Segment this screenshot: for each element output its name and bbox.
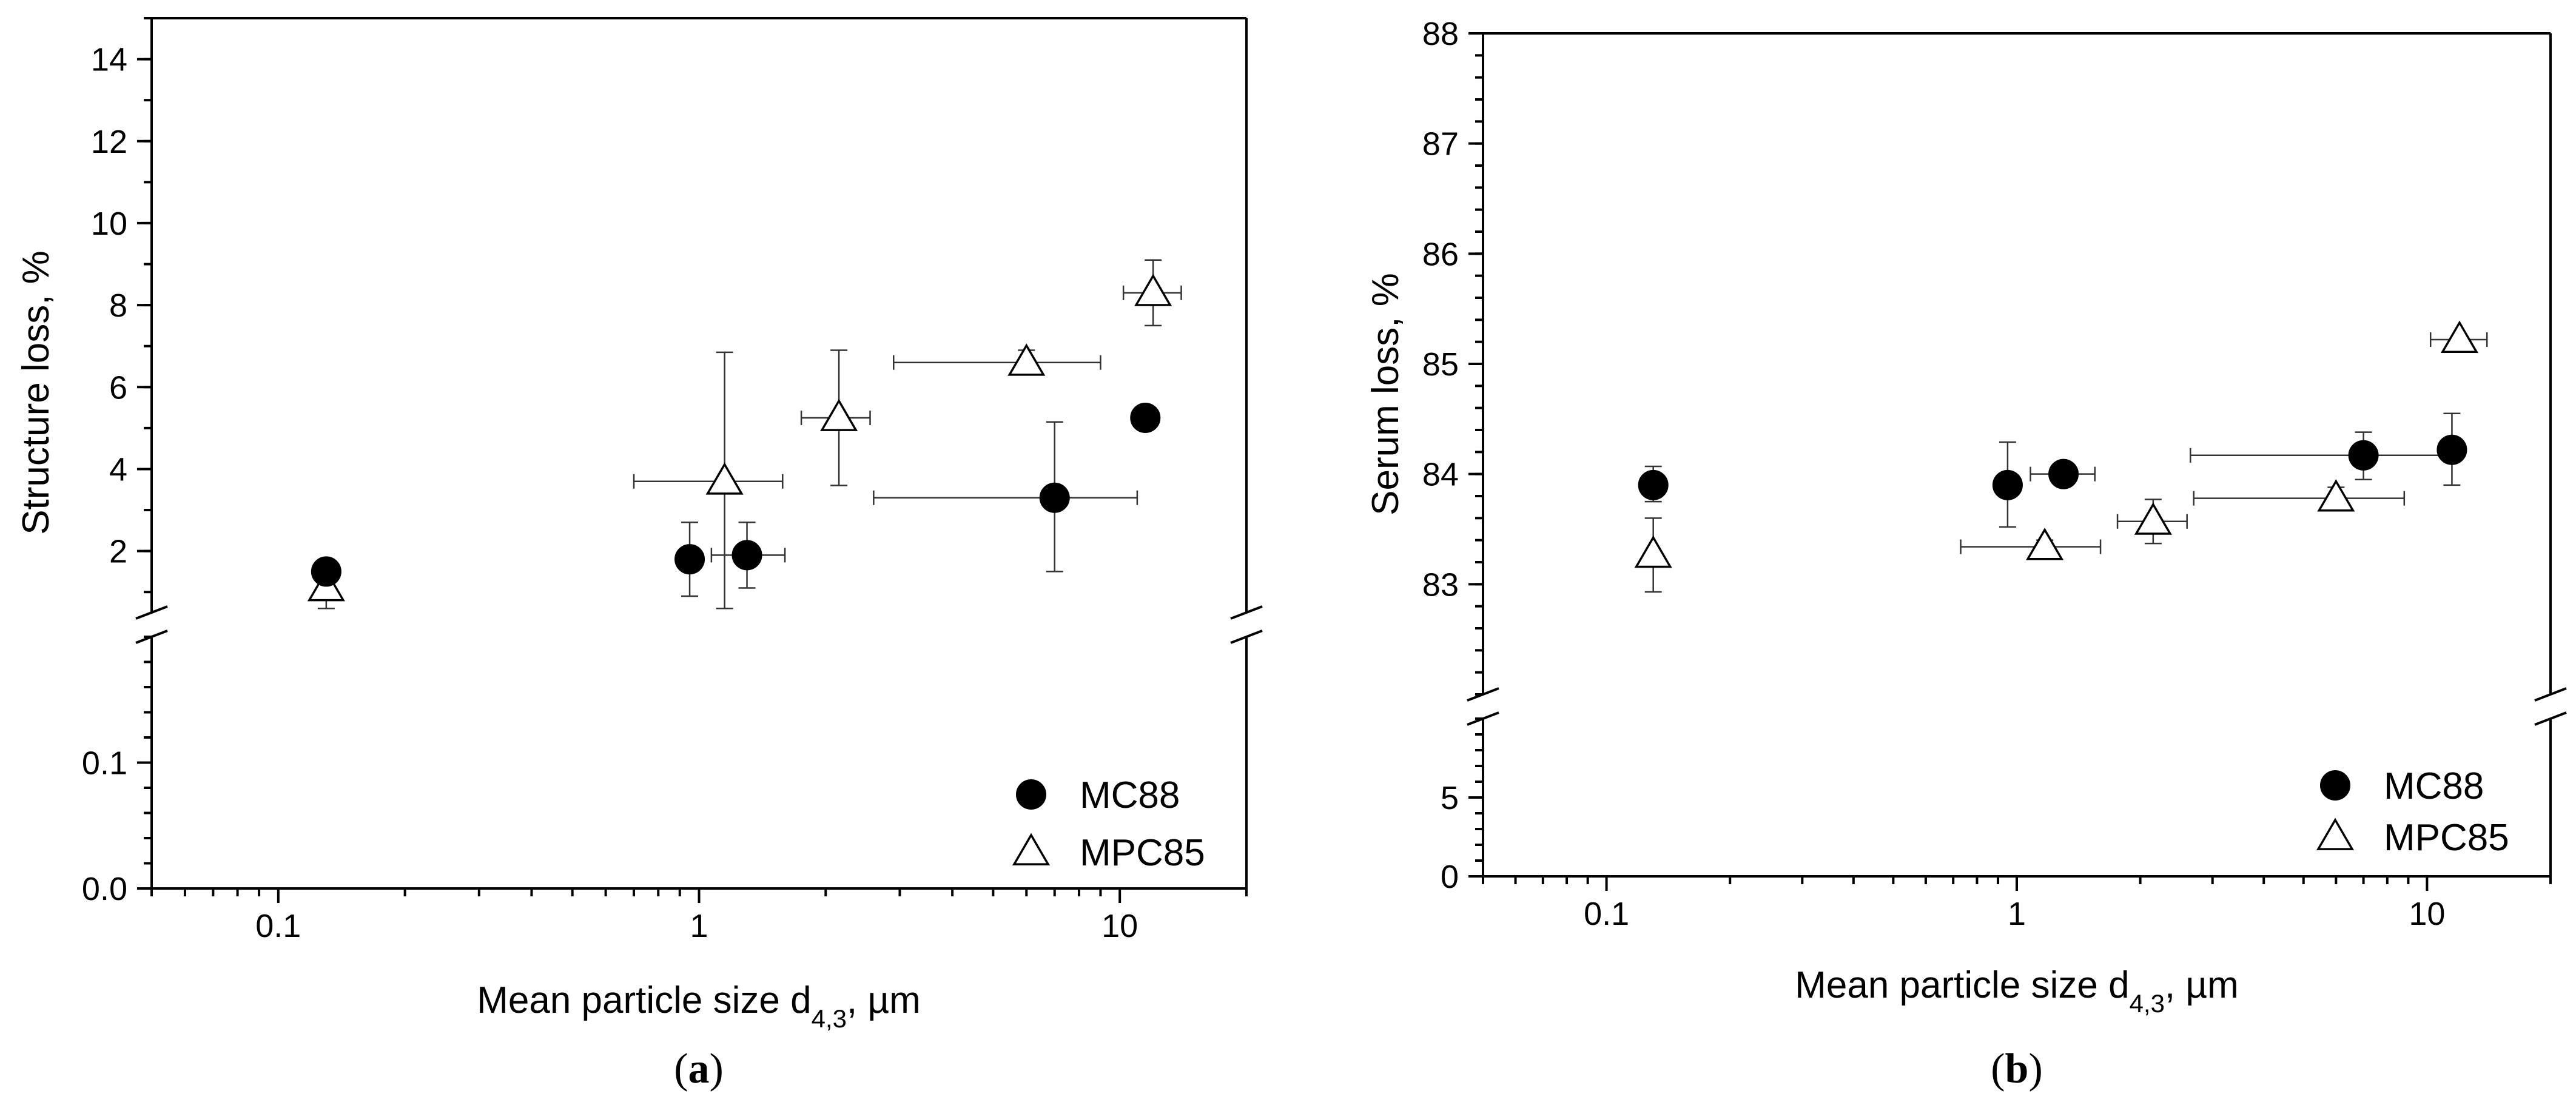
- error-bar: [2190, 431, 2445, 480]
- axis-break-mark: [2534, 687, 2567, 702]
- data-point-mc88: [2348, 440, 2379, 471]
- x-tick-label: 10: [1101, 908, 1138, 944]
- panel-label: (b): [1991, 1046, 2043, 1092]
- axis-break-mark: [2534, 711, 2567, 726]
- panel-a: 0.1 1 10 2 4 6 8 10 12 14 0.0 0.1 Mean particle size…: [15, 17, 1263, 1092]
- legend: MC88 MPC85: [2316, 765, 2509, 859]
- y-tick-label: 4: [109, 451, 127, 488]
- y-tick-label: 2: [109, 534, 127, 570]
- data-point-mc88: [2048, 458, 2079, 489]
- y-tick-label: 84: [1422, 457, 1459, 493]
- x-tick-label: 0.1: [1584, 896, 1629, 932]
- series-mc88: [1638, 412, 2467, 528]
- legend-label-mc88: MC88: [1080, 774, 1180, 816]
- data-point-mpc85: [1634, 535, 1672, 568]
- error-bar: [893, 349, 1101, 376]
- x-axis-title-prefix: Mean particle size d: [1795, 964, 2129, 1006]
- panel-label-open: (: [1991, 1046, 2005, 1092]
- y-axis-title: Serum loss, %: [1365, 273, 1407, 515]
- y-tick-label: 0.1: [82, 745, 127, 782]
- error-bar: [873, 421, 1138, 572]
- axis-break-mark: [1230, 605, 1263, 620]
- y-tick-label: 5: [1441, 780, 1459, 816]
- data-point-mc88: [731, 540, 762, 571]
- data-point-mc88: [2436, 434, 2467, 465]
- data-point-mc88: [674, 544, 705, 575]
- x-tick-label: 10: [2409, 896, 2445, 932]
- x-tick-label: 1: [2008, 896, 2026, 932]
- series-mpc85: [307, 259, 1182, 609]
- data-point-mpc85: [820, 398, 858, 431]
- data-point-mpc85: [705, 462, 744, 495]
- y-tick-label: 0: [1441, 859, 1459, 895]
- panel-b: 0.1 1 10 83 84 85 86 87 88 0 5 Mean particle size d…: [1365, 16, 2567, 1092]
- data-point-mpc85: [2440, 320, 2478, 353]
- error-bar: [633, 351, 784, 609]
- legend-label-mc88: MC88: [2384, 765, 2484, 807]
- panel-label-close: ): [710, 1046, 724, 1092]
- error-bar: [2193, 486, 2406, 511]
- legend-marker-mc88: [2320, 770, 2350, 801]
- legend-label-mpc85: MPC85: [1080, 832, 1205, 874]
- legend-marker-mpc85: [2316, 818, 2355, 850]
- series-mc88: [311, 402, 1161, 597]
- panel-label-open: (: [674, 1046, 688, 1092]
- x-axis-title-suffix: , µm: [2165, 964, 2239, 1006]
- data-point-mc88: [1130, 402, 1161, 433]
- axis-break-mark: [1230, 630, 1263, 644]
- legend: MC88 MPC85: [1012, 774, 1205, 874]
- data-point-mc88: [1039, 482, 1070, 513]
- data-point-mpc85: [1007, 343, 1046, 376]
- data-point-mc88: [311, 556, 341, 587]
- data-point-mc88: [1992, 469, 2023, 500]
- y-tick-label: 87: [1422, 126, 1459, 163]
- y-tick-label: 8: [109, 287, 127, 324]
- series-mpc85: [1634, 320, 2488, 593]
- x-axis-title-subscript: 4,3: [2130, 989, 2165, 1018]
- x-axis-title-suffix: , µm: [847, 979, 921, 1021]
- x-tick-label: 1: [690, 908, 708, 944]
- error-bar: [1960, 539, 2102, 554]
- x-axis-title-subscript: 4,3: [812, 1004, 847, 1033]
- data-point-mpc85: [2134, 502, 2172, 535]
- y-tick-label: 85: [1422, 346, 1459, 383]
- legend-marker-mc88: [1016, 779, 1046, 810]
- panel-label-letter: b: [2005, 1046, 2029, 1092]
- y-tick-label: 6: [109, 369, 127, 406]
- axes: [1467, 32, 2567, 891]
- y-tick-label: 88: [1422, 16, 1459, 52]
- panel-label-letter: a: [688, 1046, 710, 1092]
- data-point-mc88: [1638, 469, 1669, 500]
- legend-marker-mpc85: [1012, 833, 1051, 865]
- panel-label: (a): [674, 1046, 724, 1092]
- data-point-mpc85: [2026, 528, 2064, 560]
- y-tick-label: 86: [1422, 236, 1459, 272]
- y-tick-label: 0.0: [82, 871, 127, 907]
- y-tick-label: 83: [1422, 566, 1459, 603]
- x-axis-title: Mean particle size d4,3, µm: [477, 979, 921, 1033]
- y-tick-label: 10: [91, 206, 127, 242]
- x-tick-label: 0.1: [255, 908, 301, 944]
- data-point-mpc85: [2317, 479, 2355, 512]
- x-axis-title-prefix: Mean particle size d: [477, 979, 811, 1021]
- data-point-mpc85: [1134, 274, 1172, 306]
- axis-break-mark: [135, 605, 168, 620]
- y-tick-label: 14: [91, 42, 127, 78]
- y-axis-title: Structure loss, %: [15, 250, 57, 535]
- panel-label-close: ): [2028, 1046, 2042, 1092]
- y-tick-label: 12: [91, 124, 127, 160]
- axes: [135, 17, 1263, 903]
- x-axis-title: Mean particle size d4,3, µm: [1795, 964, 2239, 1018]
- legend-label-mpc85: MPC85: [2384, 817, 2509, 859]
